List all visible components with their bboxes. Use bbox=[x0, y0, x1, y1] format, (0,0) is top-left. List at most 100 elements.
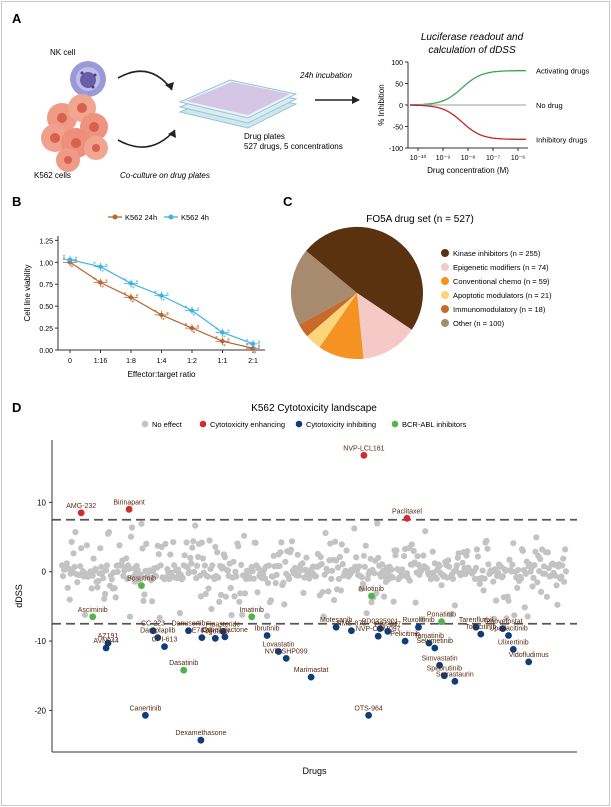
b-x-axis-label: Effector:target ratio bbox=[128, 370, 196, 379]
d-point-no-effect bbox=[474, 553, 481, 560]
d-point-no-effect bbox=[517, 575, 525, 582]
d-legend-label: Cytotoxicity enhancing bbox=[210, 420, 285, 429]
d-point-no-effect bbox=[63, 560, 70, 567]
d-point-label: PIM-447 bbox=[375, 621, 402, 628]
d-point-no-effect bbox=[126, 613, 134, 620]
b-x-tick-label: 0 bbox=[68, 358, 72, 365]
c-legend-label: Other (n = 100) bbox=[453, 319, 505, 328]
d-point-inh bbox=[332, 623, 340, 631]
b-replicate bbox=[154, 309, 157, 313]
d-point-no-effect bbox=[152, 573, 159, 580]
b-replicate bbox=[158, 294, 161, 297]
b-replicate bbox=[227, 338, 230, 341]
d-point-no-effect bbox=[491, 615, 498, 623]
d-point-no-effect bbox=[74, 579, 81, 586]
b-point bbox=[220, 330, 225, 335]
b-point bbox=[67, 257, 73, 262]
drug-plates-label: Drug plates bbox=[244, 132, 285, 141]
d-point-inh bbox=[282, 655, 290, 662]
d-point-no-effect bbox=[328, 575, 335, 583]
c-legend-swatch bbox=[441, 277, 449, 285]
b-point bbox=[159, 312, 164, 318]
drug-plates-sub: 527 drugs, 5 concentrations bbox=[244, 142, 343, 151]
b-replicate bbox=[192, 330, 196, 334]
b-replicate bbox=[135, 280, 139, 283]
b-replicate bbox=[257, 345, 261, 348]
a-y-tick-label: 0 bbox=[399, 103, 403, 110]
d-point-no-effect bbox=[529, 583, 536, 590]
d-point-inh bbox=[505, 632, 512, 639]
d-point-bcr bbox=[180, 666, 188, 674]
d-point-inh bbox=[509, 646, 517, 653]
d-point-no-effect bbox=[485, 561, 492, 568]
d-point-no-effect bbox=[199, 555, 206, 562]
d-point-no-effect bbox=[506, 556, 513, 563]
d-point-no-effect bbox=[216, 598, 223, 606]
b-y-axis-label: Cell line viability bbox=[23, 265, 32, 322]
b-legend-label: K562 24h bbox=[125, 213, 157, 222]
d-point-no-effect bbox=[401, 553, 408, 560]
b-point bbox=[250, 341, 256, 347]
b-replicate bbox=[154, 290, 157, 293]
b-replicate bbox=[184, 322, 188, 326]
d-point-no-effect bbox=[319, 589, 326, 596]
c-slice-5 bbox=[290, 250, 357, 325]
d-point-no-effect bbox=[499, 573, 506, 580]
b-replicate bbox=[66, 258, 70, 261]
b-replicate bbox=[131, 286, 135, 289]
d-point-no-effect bbox=[252, 539, 259, 547]
d-point-no-effect bbox=[446, 563, 453, 570]
d-point-no-effect bbox=[399, 566, 406, 573]
d-point-no-effect bbox=[70, 550, 77, 557]
d-point-inh bbox=[431, 644, 439, 652]
d-point-no-effect bbox=[420, 552, 427, 559]
d-point-no-effect bbox=[371, 570, 378, 577]
d-point-no-effect bbox=[64, 584, 71, 591]
d-point-no-effect bbox=[541, 570, 549, 577]
d-point-no-effect bbox=[303, 554, 310, 561]
d-point-no-effect bbox=[530, 574, 537, 582]
d-point-label: CC-223 bbox=[141, 621, 165, 628]
d-point-bcr bbox=[89, 613, 97, 621]
d-point-no-effect bbox=[262, 575, 269, 582]
d-point-no-effect bbox=[134, 566, 141, 574]
d-point-no-effect bbox=[559, 562, 566, 569]
a-series-2 bbox=[410, 104, 527, 141]
b-replicate bbox=[219, 340, 222, 343]
d-point-no-effect bbox=[97, 545, 104, 552]
d-point-no-effect bbox=[336, 553, 343, 561]
d-point-no-effect bbox=[502, 567, 509, 574]
d-point-label: Dasatinib bbox=[169, 660, 198, 667]
d-point-no-effect bbox=[190, 538, 197, 545]
d-point-label: Motesanib bbox=[320, 617, 352, 624]
d-point-label: NMS-873 bbox=[337, 621, 367, 628]
d-point-inh bbox=[197, 736, 205, 744]
d-point-no-effect bbox=[543, 593, 551, 600]
b-y-tick-label: 1.00 bbox=[39, 260, 53, 267]
d-point-label: Finasteride bbox=[206, 621, 241, 628]
chart-c-drug-set-pie: FO5A drug set (n = 527) Kinase inhibitors… bbox=[290, 214, 552, 360]
c-legend-label: Apoptotic modulators (n = 21) bbox=[453, 291, 552, 300]
c-legend-swatch bbox=[441, 291, 449, 299]
d-point-no-effect bbox=[235, 543, 242, 550]
b-replicate bbox=[223, 344, 226, 347]
d-point-no-effect bbox=[295, 572, 302, 579]
d-point-no-effect bbox=[238, 561, 245, 569]
d-point-inh bbox=[149, 627, 157, 635]
d-point-no-effect bbox=[433, 575, 440, 582]
d-point-label: NVP-SHP099 bbox=[265, 648, 308, 655]
b-legend-marker bbox=[168, 214, 174, 220]
d-title: K562 Cytotoxicity landscape bbox=[251, 403, 377, 414]
b-replicate bbox=[249, 347, 253, 350]
d-point-label: Selumetinib bbox=[417, 638, 454, 645]
d-point-no-effect bbox=[481, 575, 488, 582]
d-point-no-effect bbox=[445, 557, 452, 564]
d-point-no-effect bbox=[112, 594, 119, 601]
d-point-no-effect bbox=[265, 562, 273, 569]
d-point-enh bbox=[125, 505, 133, 513]
d-point-no-effect bbox=[194, 562, 201, 570]
a-x-tick-label: 10⁻¹⁰ bbox=[410, 154, 427, 162]
d-point-label: CPI-613 bbox=[152, 637, 178, 644]
d-point-no-effect bbox=[483, 537, 490, 544]
